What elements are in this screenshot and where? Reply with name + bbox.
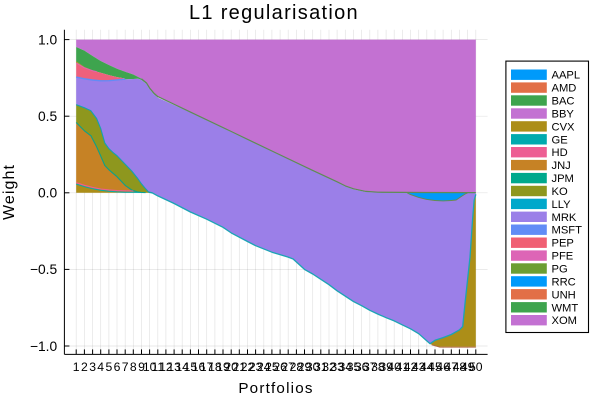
svg-text:27: 27 (281, 360, 295, 374)
svg-text:24: 24 (257, 360, 271, 374)
svg-text:4: 4 (97, 360, 104, 374)
svg-text:12: 12 (159, 360, 173, 374)
svg-text:28: 28 (290, 360, 304, 374)
svg-text:44: 44 (420, 360, 434, 374)
svg-text:31: 31 (314, 360, 328, 374)
svg-text:1.0: 1.0 (38, 32, 58, 47)
svg-text:32: 32 (322, 360, 336, 374)
svg-text:22: 22 (241, 360, 255, 374)
svg-text:JNJ: JNJ (552, 160, 571, 172)
svg-text:33: 33 (330, 360, 344, 374)
svg-text:UNH: UNH (552, 289, 576, 301)
svg-text:13: 13 (167, 360, 181, 374)
svg-text:RRC: RRC (552, 276, 576, 288)
svg-text:CVX: CVX (552, 121, 576, 133)
svg-text:6: 6 (114, 360, 121, 374)
svg-text:MSFT: MSFT (552, 225, 583, 237)
svg-text:Weight: Weight (1, 164, 18, 220)
svg-text:KO: KO (552, 186, 568, 198)
svg-text:29: 29 (298, 360, 312, 374)
svg-text:36: 36 (355, 360, 369, 374)
svg-text:XOM: XOM (552, 315, 577, 327)
svg-text:14: 14 (175, 360, 189, 374)
svg-text:43: 43 (412, 360, 426, 374)
svg-text:0.5: 0.5 (38, 109, 58, 124)
svg-text:−1.0: −1.0 (30, 339, 58, 354)
svg-text:20: 20 (224, 360, 238, 374)
svg-text:16: 16 (192, 360, 206, 374)
svg-text:42: 42 (404, 360, 418, 374)
svg-text:46: 46 (436, 360, 450, 374)
svg-text:AMD: AMD (552, 83, 577, 95)
svg-text:PFE: PFE (552, 251, 574, 263)
svg-text:7: 7 (122, 360, 129, 374)
svg-text:40: 40 (387, 360, 401, 374)
svg-text:PEP: PEP (552, 238, 574, 250)
svg-text:HD: HD (552, 147, 568, 159)
svg-text:JPM: JPM (552, 173, 574, 185)
svg-text:5: 5 (106, 360, 113, 374)
svg-text:9: 9 (138, 360, 145, 374)
svg-text:PG: PG (552, 264, 568, 276)
svg-text:39: 39 (379, 360, 393, 374)
svg-text:AAPL: AAPL (552, 70, 581, 82)
svg-text:49: 49 (461, 360, 475, 374)
svg-text:2: 2 (81, 360, 88, 374)
svg-text:11: 11 (151, 360, 164, 374)
svg-text:GE: GE (552, 134, 568, 146)
svg-text:48: 48 (453, 360, 467, 374)
svg-text:18: 18 (208, 360, 222, 374)
svg-text:L1 regularisation: L1 regularisation (189, 2, 359, 24)
svg-text:8: 8 (130, 360, 137, 374)
svg-text:35: 35 (347, 360, 361, 374)
svg-text:−0.5: −0.5 (30, 262, 58, 277)
svg-text:3: 3 (89, 360, 96, 374)
svg-text:34: 34 (339, 360, 353, 374)
svg-text:MRK: MRK (552, 212, 577, 224)
svg-text:30: 30 (306, 360, 320, 374)
svg-text:Portfolios: Portfolios (238, 380, 313, 397)
svg-text:23: 23 (249, 360, 263, 374)
svg-text:LLY: LLY (552, 199, 572, 211)
svg-text:0.0: 0.0 (38, 186, 58, 201)
svg-text:47: 47 (445, 360, 459, 374)
svg-text:BBY: BBY (552, 109, 575, 121)
svg-text:50: 50 (469, 360, 483, 374)
svg-text:41: 41 (396, 360, 410, 374)
svg-text:19: 19 (216, 360, 230, 374)
svg-text:38: 38 (371, 360, 385, 374)
svg-text:15: 15 (184, 360, 198, 374)
svg-text:BAC: BAC (552, 96, 575, 108)
svg-text:45: 45 (428, 360, 442, 374)
svg-text:37: 37 (363, 360, 377, 374)
svg-text:17: 17 (200, 360, 214, 374)
svg-text:26: 26 (273, 360, 287, 374)
svg-text:1: 1 (73, 360, 80, 374)
svg-text:WMT: WMT (552, 302, 579, 314)
svg-text:10: 10 (143, 360, 157, 374)
svg-text:25: 25 (265, 360, 279, 374)
svg-text:21: 21 (233, 360, 247, 374)
